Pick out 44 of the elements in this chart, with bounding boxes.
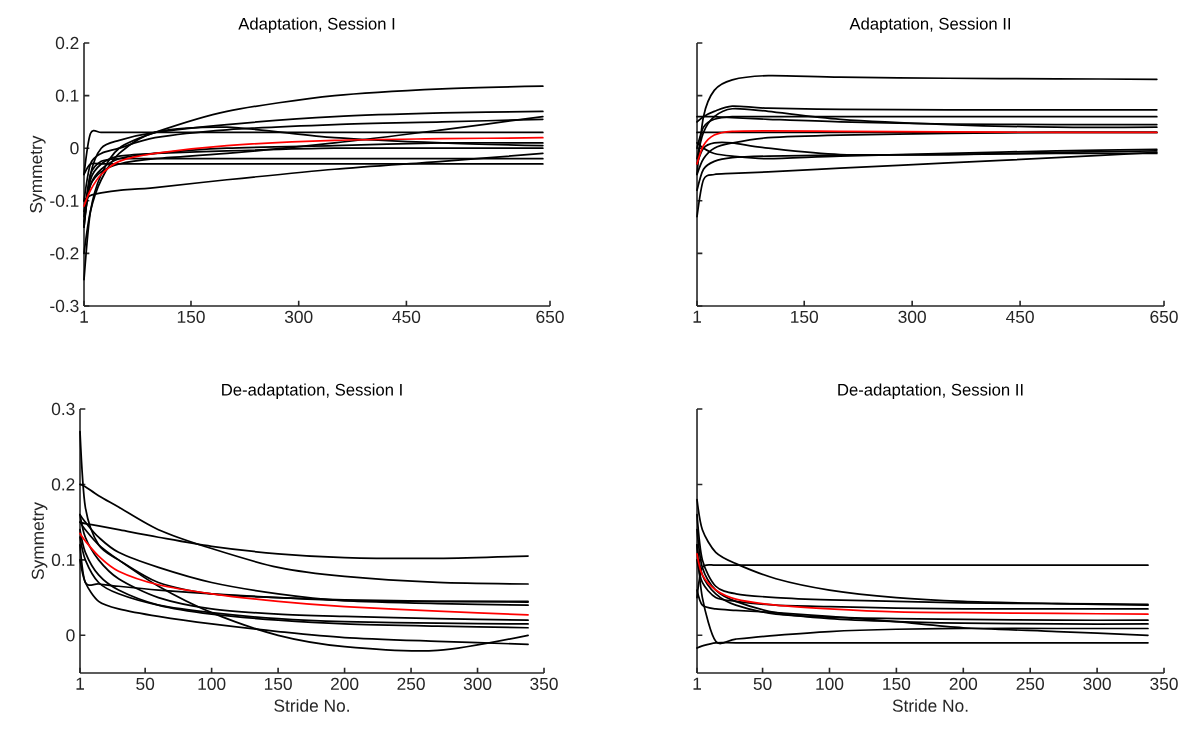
chart-title: Adaptation, Session II [849, 17, 1011, 33]
x-tick-label: 1 [693, 310, 701, 323]
x-tick-label: 100 [816, 677, 844, 690]
x-tick-label: 250 [1016, 677, 1044, 690]
x-axis-title: Stride No. [274, 699, 349, 712]
chart-title: Adaptation, Session I [238, 17, 395, 33]
x-tick-label: 100 [198, 677, 226, 690]
x-tick-label: 200 [949, 677, 978, 690]
x-tick-label: 300 [463, 677, 492, 690]
x-tick-label: 300 [1083, 677, 1111, 690]
y-tick-label: 0 [66, 629, 75, 642]
x-tick-label: 350 [1150, 677, 1178, 690]
x-tick-label: 200 [331, 677, 359, 690]
y-tick-label: -0.2 [50, 247, 79, 260]
x-tick-label: 1 [693, 677, 701, 690]
y-tick-label: -0.1 [50, 194, 79, 207]
x-tick-label: 1 [76, 677, 84, 690]
x-tick-label: 350 [530, 677, 558, 690]
x-tick-label: 150 [264, 677, 292, 690]
y-axis-title: Symmetry [31, 502, 48, 580]
y-axis-title: Symmetry [29, 135, 46, 213]
y-tick-label: 0.2 [55, 36, 79, 50]
x-tick-label: 150 [791, 310, 819, 323]
x-tick-label: 150 [177, 310, 205, 323]
x-axis-title: Stride No. [892, 699, 968, 712]
y-tick-label: 0.3 [51, 402, 75, 416]
y-tick-label: -0.3 [50, 299, 79, 313]
x-tick-label: 650 [1150, 310, 1178, 323]
x-tick-label: 50 [136, 677, 155, 690]
x-tick-label: 250 [397, 677, 425, 690]
x-tick-label: 150 [883, 677, 911, 690]
y-tick-label: 0 [70, 142, 79, 155]
x-tick-label: 300 [898, 310, 926, 323]
x-tick-label: 450 [1006, 310, 1034, 323]
y-tick-label: 0.2 [51, 478, 75, 491]
y-tick-label: 0.1 [55, 89, 79, 102]
x-tick-label: 650 [536, 310, 564, 323]
chart-title: De-adaptation, Session I [222, 383, 402, 399]
x-tick-label: 300 [284, 310, 313, 323]
x-tick-label: 50 [753, 677, 772, 690]
x-tick-label: 450 [392, 310, 421, 323]
y-tick-label: 0.1 [51, 553, 75, 566]
chart-title: De-adaptation, Session II [838, 383, 1023, 399]
x-tick-label: 1 [80, 310, 88, 323]
